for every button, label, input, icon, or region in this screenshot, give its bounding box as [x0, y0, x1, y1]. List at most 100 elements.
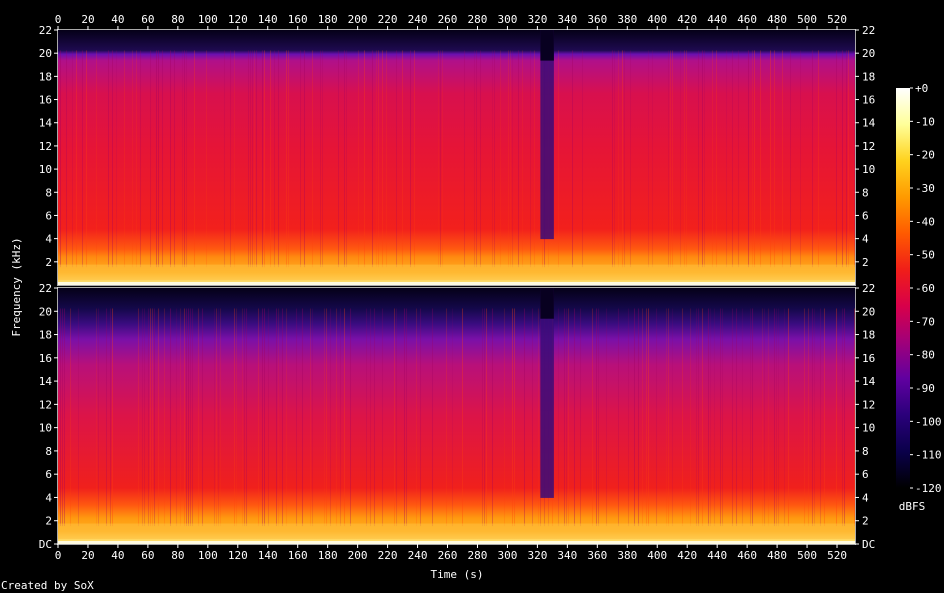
x-tick-top-label: 360 [587, 13, 607, 26]
plot-frames [57, 29, 856, 545]
x-tick-bottom-label: 500 [797, 549, 817, 562]
y-tick-left-label: 22 [39, 24, 52, 37]
y-tick-left-label: 22 [39, 282, 52, 295]
x-tick-bottom-label: 100 [198, 549, 218, 562]
x-tick-bottom-label: 240 [408, 549, 428, 562]
y-tick-left-label: 4 [45, 233, 52, 246]
y-tick-left-label: 18 [39, 329, 52, 342]
x-tick-bottom-label: 380 [617, 549, 637, 562]
spectrogram-panels [58, 30, 855, 544]
y-tick-left-label: 10 [39, 163, 52, 176]
x-tick-top-label: 480 [767, 13, 787, 26]
x-tick-bottom-label: 200 [348, 549, 368, 562]
y-tick-right-label: 16 [862, 94, 875, 107]
x-tick-top-label: 60 [141, 13, 154, 26]
low-frequency-band [58, 264, 855, 280]
x-tick-top-label: 520 [827, 13, 847, 26]
y-tick-left-label: 2 [45, 515, 52, 528]
y-tick-left-label: 2 [45, 256, 52, 269]
x-tick-top-label: 160 [288, 13, 308, 26]
x-tick-top-label: 100 [198, 13, 218, 26]
x-tick-bottom-label: 0 [55, 549, 62, 562]
y-tick-left-label: 16 [39, 94, 52, 107]
y-tick-right-label: 18 [862, 70, 875, 83]
x-tick-bottom-label: 360 [587, 549, 607, 562]
y-tick-right-label: 14 [862, 375, 876, 388]
x-tick-bottom-label: 60 [141, 549, 154, 562]
colorbar-label: dBFS [899, 500, 926, 513]
x-tick-bottom-label: 40 [111, 549, 124, 562]
silence-band-top [540, 288, 554, 319]
x-tick-top-label: 220 [378, 13, 398, 26]
x-tick-top-label: 180 [318, 13, 338, 26]
x-tick-bottom-label: 320 [527, 549, 547, 562]
x-tick-top-label: 260 [438, 13, 458, 26]
y-tick-right-label: 2 [862, 256, 869, 269]
x-tick-top-label: 440 [707, 13, 727, 26]
y-tick-left-label: 14 [39, 117, 53, 130]
x-tick-top-label: 280 [468, 13, 488, 26]
x-tick-bottom-label: 440 [707, 549, 727, 562]
x-axis-ticks: 0 0 20 20 40 40 60 60 80 80 100 100 120 120 140 140 160 1… [55, 13, 847, 562]
x-tick-top-label: 40 [111, 13, 124, 26]
colorbar-tick-label: -60 [915, 282, 935, 295]
y-tick-left-label: 18 [39, 70, 52, 83]
y-tick-left-label: 10 [39, 422, 52, 435]
y-tick-right-label: 22 [862, 282, 875, 295]
x-tick-bottom-label: 80 [171, 549, 184, 562]
x-tick-top-label: 240 [408, 13, 428, 26]
x-tick-top-label: 400 [647, 13, 667, 26]
x-tick-bottom-label: 140 [258, 549, 278, 562]
colorbar-tick-label: -90 [915, 382, 935, 395]
y-tick-left-label: 4 [45, 491, 52, 504]
colorbar-tick-label: -70 [915, 315, 935, 328]
colorbar: +0 -10 -20 -30 -40 -50 -60 -70 -80 -90 -100 -110 -12… [896, 82, 942, 495]
y-tick-right-label: 10 [862, 422, 875, 435]
y-tick-right-label: 18 [862, 329, 875, 342]
colorbar-gradient [896, 88, 910, 488]
x-tick-top-label: 380 [617, 13, 637, 26]
y-tick-right-label: 6 [862, 209, 869, 222]
x-tick-bottom-label: 520 [827, 549, 847, 562]
y-tick-left-label: 12 [39, 398, 52, 411]
x-tick-bottom-label: 160 [288, 549, 308, 562]
y-tick-left-label: 14 [39, 375, 53, 388]
x-axis-label: Time (s) [431, 568, 484, 581]
y-tick-right-label: 14 [862, 117, 876, 130]
y-tick-right-label: 20 [862, 305, 875, 318]
x-tick-top-label: 200 [348, 13, 368, 26]
channel-1-spectrogram [58, 30, 855, 285]
x-tick-top-label: 140 [258, 13, 278, 26]
dc-line [58, 541, 855, 544]
colorbar-tick-label: -110 [915, 449, 942, 462]
colorbar-tick-label: -10 [915, 115, 935, 128]
x-tick-top-label: 0 [55, 13, 62, 26]
x-tick-bottom-label: 400 [647, 549, 667, 562]
y-tick-left-label: 20 [39, 305, 52, 318]
channel-1-frame [57, 29, 856, 286]
x-tick-bottom-label: 300 [497, 549, 517, 562]
y-tick-right-label: 20 [862, 47, 875, 60]
dc-line [58, 282, 855, 285]
x-tick-bottom-label: 280 [468, 549, 488, 562]
y-tick-right-label: 6 [862, 468, 869, 481]
y-tick-right-label: 4 [862, 233, 869, 246]
x-tick-bottom-label: 120 [228, 549, 248, 562]
silence-band [540, 30, 554, 240]
y-tick-right-label: 8 [862, 445, 869, 458]
y-tick-right-label: 12 [862, 140, 875, 153]
spectrogram-texture [60, 50, 855, 268]
y-tick-left-label: 6 [45, 468, 52, 481]
x-tick-bottom-label: 460 [737, 549, 757, 562]
y-tick-left-label: 8 [45, 445, 52, 458]
y-axis-label: Frequency (kHz) [10, 237, 23, 336]
x-tick-bottom-label: 20 [81, 549, 94, 562]
colorbar-tick-label: -20 [915, 149, 935, 162]
colorbar-tick-label: -120 [915, 482, 942, 495]
channel-2-frame [57, 287, 856, 545]
y-tick-right-label: 16 [862, 352, 875, 365]
spectrogram-fill [58, 30, 855, 285]
colorbar-tick-label: -40 [915, 215, 935, 228]
x-tick-top-label: 80 [171, 13, 184, 26]
